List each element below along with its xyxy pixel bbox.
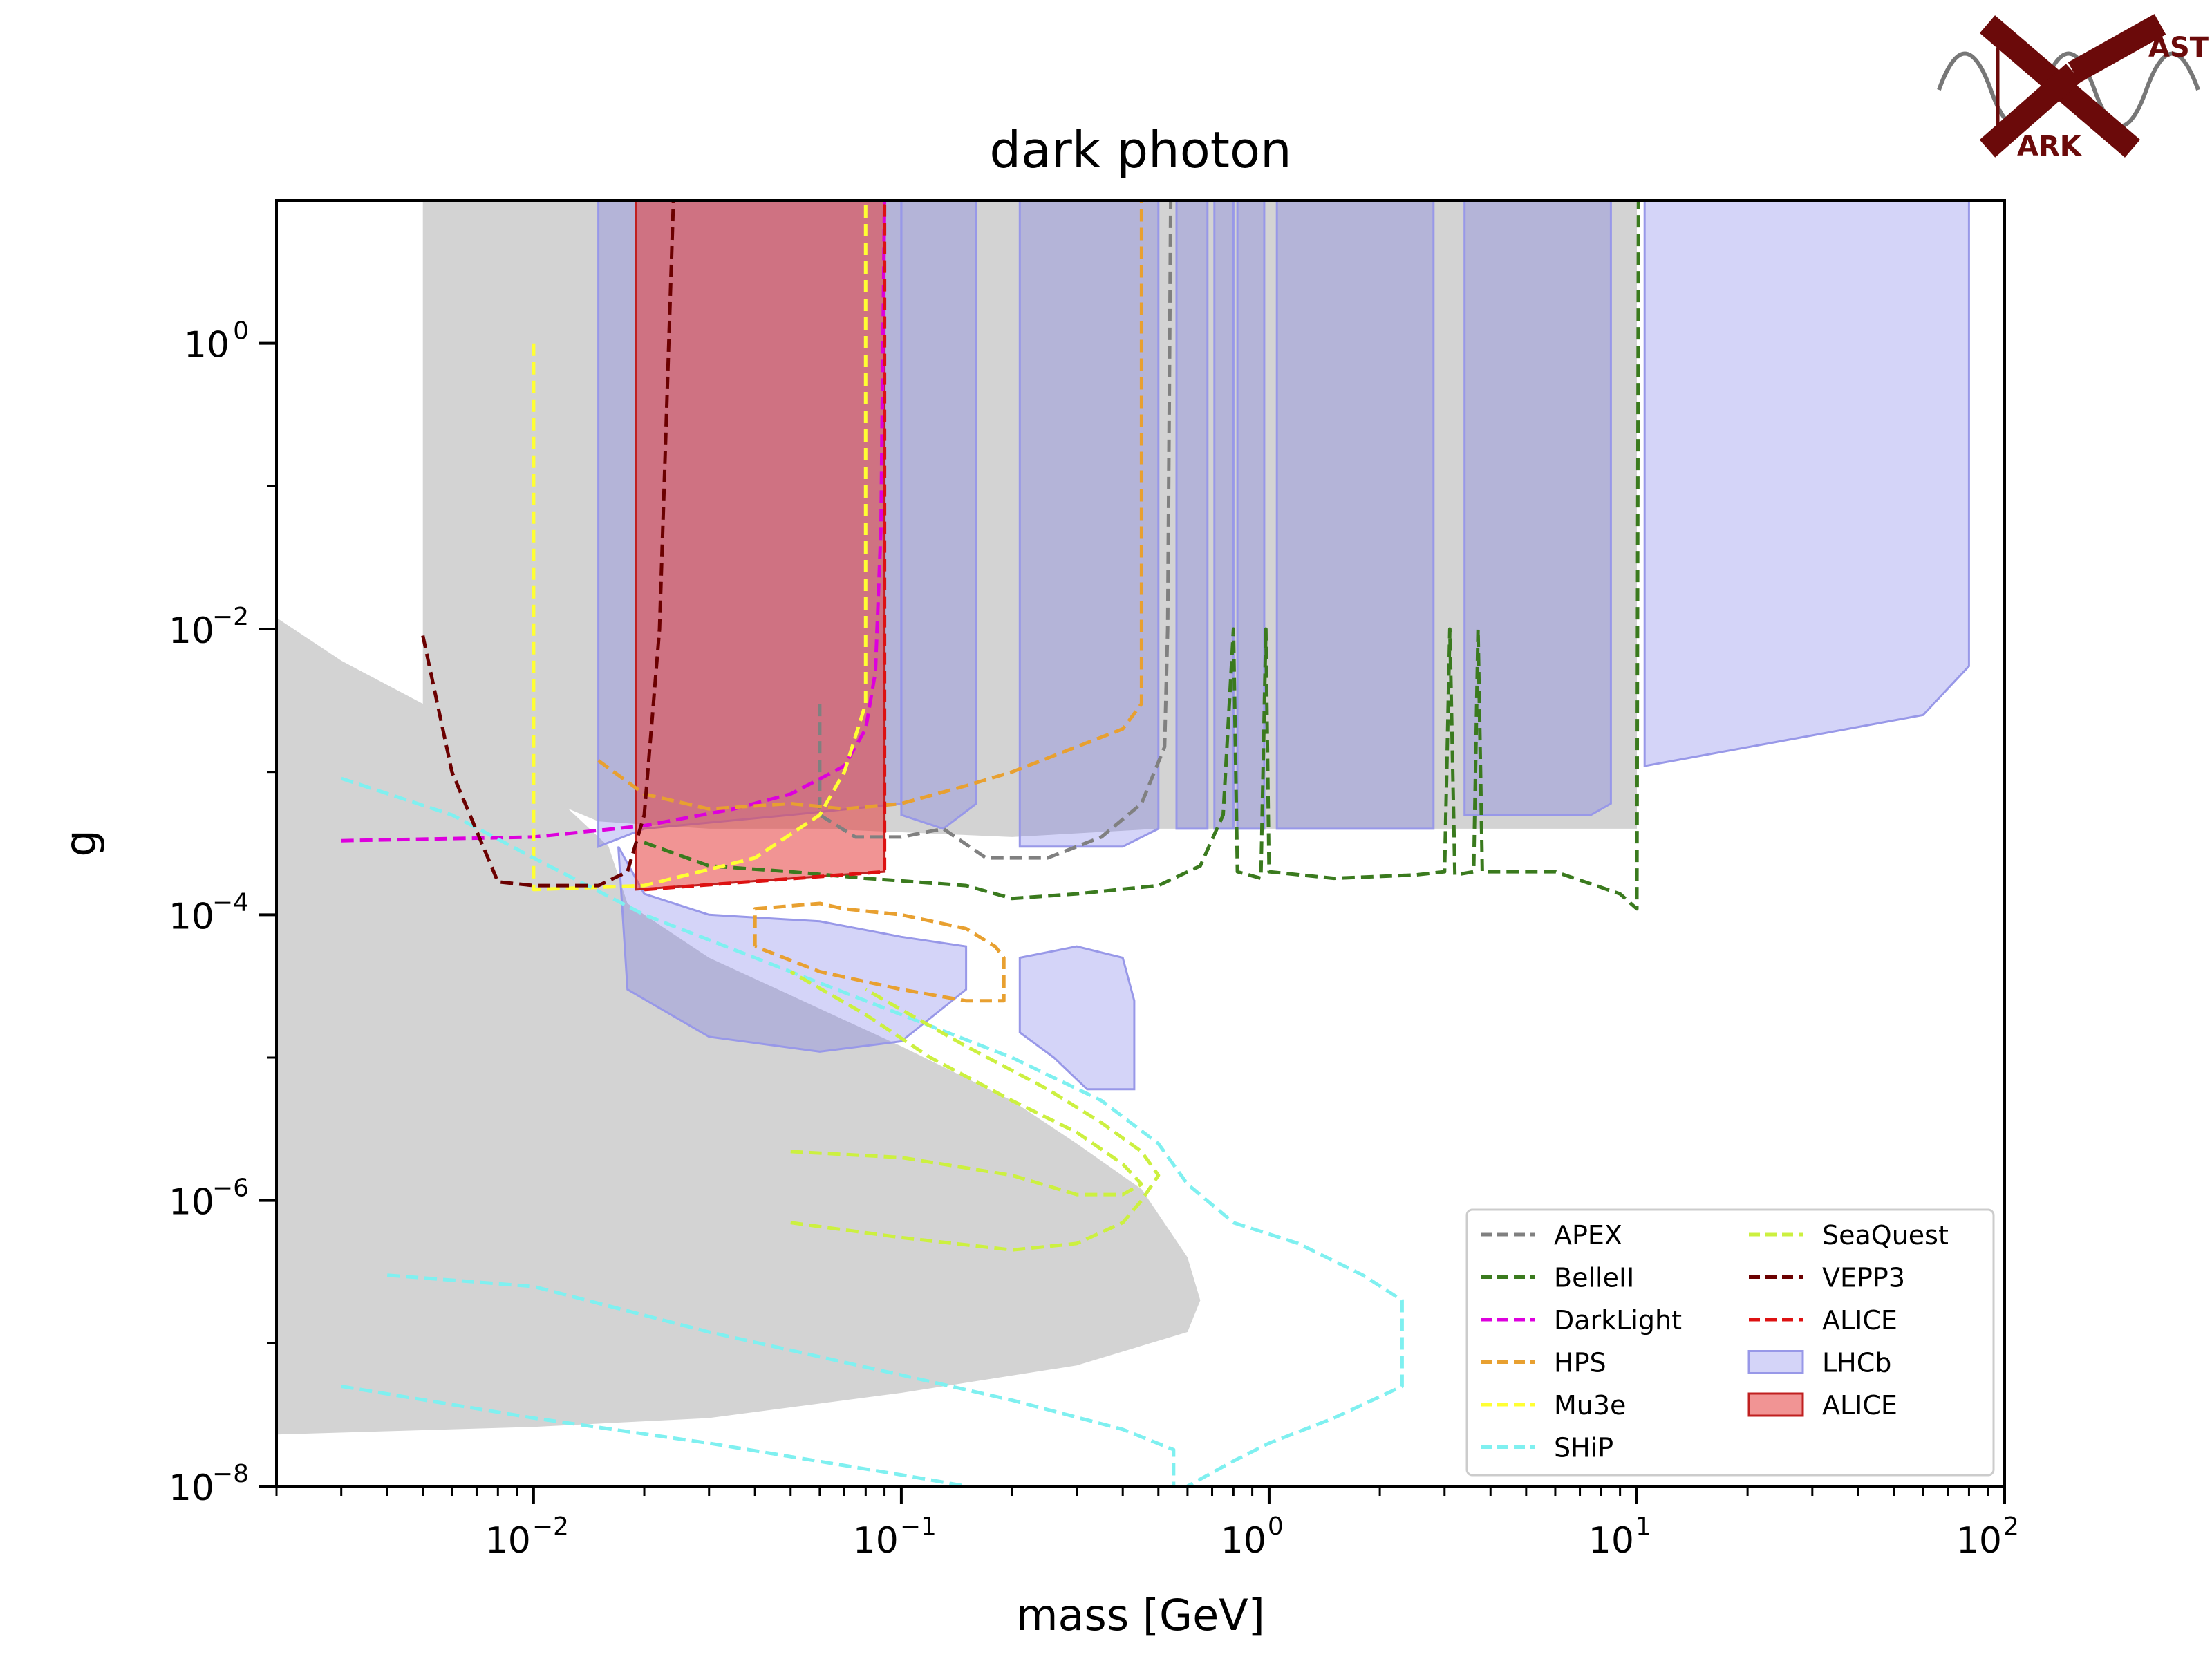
- legend-label-vepp3-r1: VEPP3: [1822, 1263, 1905, 1293]
- series-apex-line: [818, 200, 1173, 860]
- y-tick-exponent: −6: [212, 1174, 249, 1203]
- y-tick-exponent: −4: [212, 888, 249, 917]
- series-hps-lower-line: [753, 901, 1006, 1003]
- lhcb-region-4: [1213, 200, 1235, 830]
- legend-label-mu3e-4: Mu3e: [1554, 1390, 1626, 1421]
- lhcb-region-1: [900, 200, 977, 830]
- lhcb-region-2: [1018, 200, 1160, 848]
- x-tick-exponent: −2: [532, 1512, 569, 1541]
- x-tick-label: 10: [1588, 1520, 1634, 1562]
- lhcb-regions: [597, 200, 1970, 1091]
- lhcb-region-7: [1463, 200, 1612, 816]
- legend-label-apex-0: APEX: [1554, 1220, 1622, 1250]
- y-tick-exponent: −8: [212, 1460, 249, 1488]
- legend-label-darklight-2: DarkLight: [1554, 1305, 1682, 1335]
- legend-label-lhcb-r3: LHCb: [1822, 1348, 1891, 1378]
- legend-box: [1465, 1208, 1995, 1477]
- x-axis-title: mass [GeV]: [1016, 1590, 1265, 1640]
- series-darklight-line: [341, 200, 887, 843]
- x-tick-label: 10: [1221, 1520, 1266, 1562]
- lhcb-region-3: [1175, 200, 1209, 830]
- series-seaquest-line: [789, 970, 1143, 1197]
- series-ship-line: [340, 776, 1404, 1486]
- logo-label-bottom: ARK: [2017, 131, 2083, 162]
- legend-label-belleii-1: BelleII: [1554, 1263, 1634, 1293]
- y-tick-label: 10: [169, 1182, 214, 1224]
- legend-label-seaquest-r0: SeaQuest: [1822, 1220, 1949, 1250]
- dark-cast-logo: AST ARK: [1937, 14, 2209, 162]
- series-mu3e-line: [532, 200, 868, 892]
- series-ship-c-line: [341, 1385, 967, 1486]
- series-belleii-line: [644, 200, 1640, 911]
- y-tick-label: 10: [169, 1468, 214, 1509]
- lhcb-region-10: [1018, 945, 1136, 1091]
- lhcb-region-5: [1236, 200, 1266, 830]
- legend-swatch-alice-r4: [1747, 1392, 1804, 1417]
- series-seaquest-b-line: [790, 988, 1161, 1252]
- alice-region: [635, 200, 886, 891]
- chart-title: dark photon: [989, 121, 1291, 179]
- legend-label-ship-5: SHiP: [1554, 1433, 1613, 1463]
- x-tick-exponent: 2: [2003, 1512, 2019, 1541]
- y-tick-label: 10: [184, 325, 229, 366]
- plot-frame: [275, 199, 2006, 1488]
- series-alice-line: [644, 200, 887, 892]
- y-tick-exponent: 0: [233, 317, 249, 346]
- excluded-region-excluded-lower: [276, 617, 1201, 1435]
- x-tick-label: 10: [485, 1520, 531, 1562]
- lhcb-region-6: [1275, 200, 1435, 830]
- y-tick-exponent: −2: [212, 603, 249, 631]
- plot-area: [276, 200, 1970, 1486]
- lhcb-region-9: [617, 845, 968, 1053]
- x-tick-exponent: 0: [1268, 1512, 1284, 1541]
- y-tick-label: 10: [169, 610, 214, 652]
- x-tick-label: 10: [853, 1520, 899, 1562]
- x-tick-label: 10: [1956, 1520, 2002, 1562]
- y-axis-title: g: [55, 830, 106, 856]
- legend-label-hps-3: HPS: [1554, 1348, 1606, 1378]
- x-tick-exponent: −1: [900, 1512, 937, 1541]
- logo-wave-icon: [1937, 51, 2200, 129]
- x-tick-exponent: 1: [1635, 1512, 1651, 1541]
- legend: APEX BelleII DarkLight HPS Mu3e SHiP SeaQuest V…: [1465, 1208, 1995, 1477]
- series-vepp3-line: [421, 200, 675, 888]
- legend-swatch-lhcb-r3: [1747, 1350, 1804, 1374]
- series-ship-b-line: [387, 1273, 1176, 1486]
- logo-label-top: AST: [2148, 32, 2209, 64]
- projection-curves: [340, 200, 1640, 1486]
- y-tick-label: 10: [169, 896, 214, 937]
- x-axis: 10 −2 10 −1 10 0 10 1 10 2: [275, 1486, 2019, 1562]
- legend-label-alice-r4: ALICE: [1822, 1390, 1897, 1421]
- alice-region-fill: [635, 200, 886, 891]
- lhcb-region-8: [1643, 200, 1970, 767]
- legend-label-alice-r2: ALICE: [1822, 1305, 1897, 1335]
- series-hps-line: [597, 200, 1143, 811]
